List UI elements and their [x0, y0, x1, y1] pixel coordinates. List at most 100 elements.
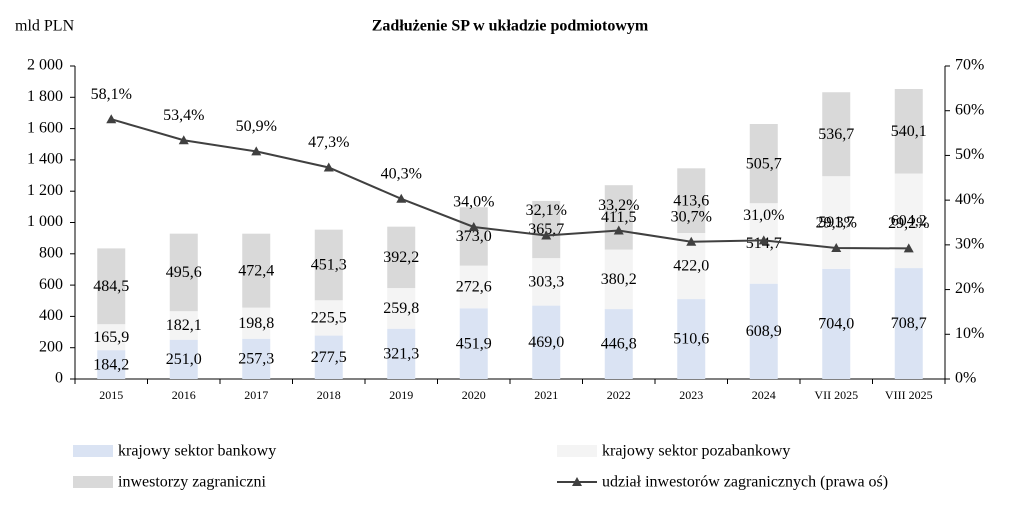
- bar-segment: [459, 308, 488, 379]
- line: [110, 118, 909, 250]
- y-tick-label: 1 800: [27, 88, 63, 105]
- value-label: 604,2: [891, 212, 927, 229]
- bar-segment: [894, 89, 923, 174]
- y-tick-label: 0: [55, 370, 63, 387]
- value-label: 198,8: [238, 315, 274, 332]
- value-label: 225,5: [311, 310, 347, 327]
- value-label: 505,7: [746, 155, 782, 172]
- y2-tick-label: 10%: [955, 325, 984, 342]
- y2-tick-label: 0%: [955, 370, 976, 387]
- x-tick-label: 2023: [679, 388, 703, 402]
- bar-segment: [387, 328, 416, 379]
- y-tick-label: 1 200: [27, 182, 63, 199]
- bar-segment: [532, 258, 561, 306]
- value-label: 373,0: [456, 228, 492, 245]
- y-tick-label: 400: [39, 307, 63, 324]
- value-label: 31,0%: [743, 207, 784, 224]
- value-label: 451,9: [456, 335, 492, 352]
- value-label: 510,6: [673, 331, 709, 348]
- legend-swatch: [557, 445, 597, 457]
- bar-segment: [822, 268, 851, 379]
- line-marker: [758, 235, 769, 245]
- line-marker: [106, 114, 117, 124]
- y2-tick-label: 30%: [955, 236, 984, 253]
- y2-tick-label: 60%: [955, 101, 984, 118]
- x-tick-label: 2022: [607, 388, 631, 402]
- bar-segment: [97, 324, 126, 351]
- value-label: 32,1%: [526, 202, 567, 219]
- bar-segment: [459, 207, 488, 266]
- value-label: 40,3%: [381, 165, 422, 182]
- value-label: 257,3: [238, 351, 274, 368]
- value-label: 303,3: [528, 274, 564, 291]
- y-tick-label: 2 000: [27, 57, 63, 74]
- value-label: 29,3%: [816, 215, 857, 232]
- value-label: 446,8: [601, 336, 637, 353]
- x-tick-label: VII 2025: [814, 388, 858, 402]
- bar-segment: [604, 249, 633, 310]
- y-tick-label: 1 400: [27, 151, 63, 168]
- value-label: 411,5: [601, 209, 636, 226]
- bar-segment: [242, 307, 271, 339]
- legend-label: inwestorzy zagraniczni: [118, 474, 266, 491]
- value-label: 53,4%: [163, 107, 204, 124]
- bar-segment: [604, 309, 633, 379]
- value-label: 277,5: [311, 349, 347, 366]
- bar-segment: [314, 300, 343, 336]
- bar-segment: [97, 350, 126, 379]
- bar-segment: [749, 124, 778, 204]
- legend-swatch: [73, 445, 113, 457]
- y2-tick-label: 70%: [955, 57, 984, 74]
- bar-segment: [604, 185, 633, 250]
- x-tick-label: 2017: [244, 388, 268, 402]
- line-marker: [251, 146, 262, 156]
- y2-tick-label: 50%: [955, 146, 984, 163]
- y2-tick-label: 20%: [955, 280, 984, 297]
- value-label: 708,7: [891, 315, 927, 332]
- bar-segment: [459, 265, 488, 309]
- value-label: 704,0: [818, 316, 854, 333]
- x-tick-label: VIII 2025: [885, 388, 933, 402]
- legend-marker: [572, 477, 582, 486]
- line-marker: [468, 221, 479, 231]
- bar-segment: [894, 268, 923, 379]
- value-label: 451,3: [311, 257, 347, 274]
- y2-tick-label: 40%: [955, 191, 984, 208]
- bar-segment: [169, 233, 198, 312]
- value-label: 50,9%: [236, 118, 277, 135]
- bar-segment: [532, 305, 561, 379]
- line-marker: [903, 243, 914, 253]
- y-tick-label: 1 000: [27, 213, 63, 230]
- x-tick-label: 2024: [752, 388, 776, 402]
- line-marker: [831, 242, 842, 252]
- line-marker: [396, 193, 407, 203]
- bar-segment: [387, 226, 416, 289]
- value-label: 184,2: [93, 356, 129, 373]
- bar-segment: [532, 200, 561, 259]
- x-tick-label: 2019: [389, 388, 413, 402]
- value-label: 29,2%: [888, 215, 929, 232]
- value-label: 469,0: [528, 334, 564, 351]
- value-label: 251,0: [166, 351, 202, 368]
- value-label: 380,2: [601, 271, 637, 288]
- legend-label: krajowy sektor bankowy: [118, 443, 276, 460]
- bar-segment: [677, 168, 706, 234]
- value-label: 34,0%: [453, 194, 494, 211]
- bar-segment: [169, 311, 198, 340]
- value-label: 321,3: [383, 346, 419, 363]
- bar-segment: [387, 288, 416, 329]
- value-label: 484,5: [93, 278, 129, 295]
- value-label: 608,9: [746, 323, 782, 340]
- value-label: 165,9: [93, 329, 129, 346]
- line-marker: [613, 225, 624, 235]
- bar-segment: [822, 176, 851, 269]
- x-tick-label: 2016: [172, 388, 196, 402]
- x-tick-label: 2021: [534, 388, 558, 402]
- bar-segment: [677, 299, 706, 379]
- value-label: 30,7%: [671, 208, 712, 225]
- y-axis-label: mld PLN: [15, 18, 75, 35]
- legend-label: krajowy sektor pozabankowy: [602, 443, 790, 460]
- value-label: 33,2%: [598, 197, 639, 214]
- y-tick-label: 200: [39, 338, 63, 355]
